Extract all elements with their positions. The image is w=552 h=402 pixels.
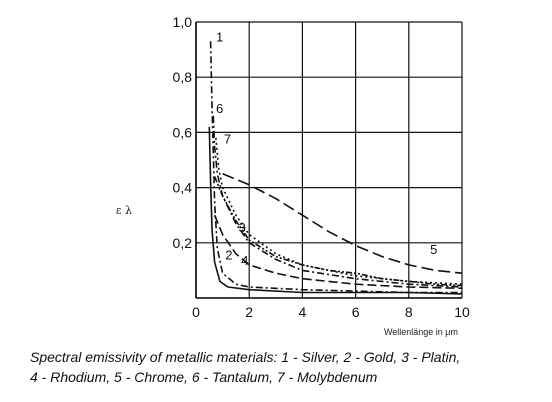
caption-line-2: 4 - Rhodium, 5 - Chrome, 6 - Tantalum, 7…	[30, 369, 378, 385]
curve-label: 1	[216, 29, 223, 44]
series-line-6	[212, 115, 463, 288]
series-line-2	[208, 126, 463, 295]
curve-label: 6	[216, 101, 223, 116]
y-tick-label: 0,8	[173, 69, 193, 85]
curve-label: 7	[224, 131, 231, 146]
series-line-3	[213, 176, 463, 287]
curve-label: 3	[239, 220, 246, 235]
x-tick-label: 6	[352, 304, 360, 320]
series-line-5	[222, 173, 463, 274]
y-tick-label: 0,2	[173, 235, 193, 251]
x-tick-label: 8	[405, 304, 413, 320]
series-line-4	[213, 214, 463, 290]
x-tick-label: 0	[192, 304, 200, 320]
curve-label: 4	[241, 253, 248, 268]
series-group	[208, 41, 463, 295]
figure-caption: Spectral emissivity of metallic material…	[30, 347, 552, 387]
series-line-7	[215, 137, 463, 285]
y-tick-label: 0,4	[173, 180, 193, 196]
curve-label: 5	[430, 242, 437, 257]
x-tick-label: 10	[454, 304, 470, 320]
y-tick-label: 1,0	[173, 14, 193, 30]
curve-labels: 1 67 32 4 5	[216, 29, 437, 268]
x-axis-label: Wellenlänge in μm	[384, 327, 458, 337]
y-tick-label: 0,6	[173, 124, 193, 140]
caption-line-1: Spectral emissivity of metallic material…	[30, 349, 461, 365]
y-axis-label: ε λ	[116, 204, 132, 217]
x-tick-label: 2	[245, 304, 253, 320]
x-tick-label: 4	[299, 304, 307, 320]
grid	[196, 21, 463, 298]
curve-label: 2	[225, 247, 232, 262]
